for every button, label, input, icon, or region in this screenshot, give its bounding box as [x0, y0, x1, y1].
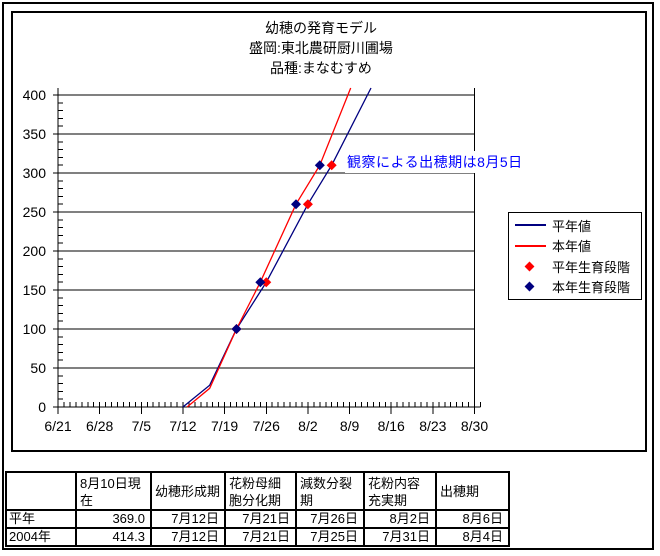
row-label-normal: 平年	[5, 509, 77, 529]
normal-meiosis: 7月26日	[295, 509, 365, 529]
stage-table: 8月10日現在 幼穂形成期 花粉母細胞分化期 減数分裂期 花粉内容充実期 出穂期…	[5, 471, 510, 547]
normal-year-stage-marker	[326, 160, 337, 171]
x-axis-label: 8/9	[340, 418, 360, 434]
legend-item-label: 本年値	[552, 239, 592, 255]
legend-item-normal-stage: 平年生育段階	[509, 256, 641, 276]
normal-pollen-mother-cell: 7月21日	[224, 509, 297, 529]
x-axis-label: 6/21	[44, 418, 71, 434]
normal-heading: 8月6日	[435, 509, 510, 529]
legend: 平年値 本年値 平年生育段階 本年生育段階	[508, 212, 642, 300]
y2004-meiosis: 7月25日	[295, 527, 365, 547]
y-axis-label: 50	[30, 360, 46, 376]
header-meiosis: 減数分裂期	[295, 471, 365, 511]
line-sample-icon	[515, 244, 546, 247]
table-row-2004: 2004年 414.3 7月12日 7月21日 7月25日 7月31日 8月4日	[5, 527, 510, 547]
current-year-stage-marker	[314, 160, 325, 171]
chart-title: 幼穂の発育モデル 盛岡:東北農研厨川圃場 品種:まなむすめ	[11, 18, 631, 78]
y2004-current-value: 414.3	[75, 527, 152, 547]
normal-panicle-formation: 7月12日	[150, 509, 226, 529]
legend-sample-wrap	[509, 244, 552, 247]
legend-item-normal-line: 平年値	[509, 215, 641, 235]
legend-item-label: 平年値	[552, 218, 592, 234]
heading-date-annotation: 観察による出穂期は8月5日	[345, 151, 525, 173]
current-year-stage-marker	[231, 324, 242, 334]
x-axis-label: 7/5	[132, 418, 152, 434]
x-axis-label: 7/19	[211, 418, 238, 434]
x-axis-label: 7/12	[169, 418, 196, 434]
legend-item-label: 平年生育段階	[552, 259, 631, 275]
legend-item-label: 本年生育段階	[552, 280, 631, 296]
x-axis-label: 8/16	[378, 418, 405, 434]
normal-year-stage-marker	[261, 277, 272, 288]
y-axis-label: 250	[23, 204, 47, 220]
normal-pollen-filling: 8月2日	[363, 509, 437, 529]
table-row-normal-year: 平年 369.0 7月12日 7月21日 7月26日 8月2日 8月6日	[5, 509, 510, 529]
line-sample-icon	[515, 224, 546, 227]
diamond-marker-icon	[524, 281, 535, 292]
legend-sample-wrap	[509, 281, 552, 292]
y-axis-label: 350	[23, 126, 47, 142]
y-axis-label: 400	[23, 87, 47, 103]
header-panicle-formation: 幼穂形成期	[150, 471, 226, 511]
header-heading: 出穂期	[435, 471, 510, 511]
y-axis-label: 150	[23, 282, 47, 298]
diamond-marker-icon	[524, 261, 535, 272]
chart-title-line3: 品種:まなむすめ	[270, 60, 372, 76]
y2004-pollen-mother-cell: 7月21日	[224, 527, 297, 547]
current-year-stage-marker	[255, 277, 266, 288]
header-pollen-mother-cell: 花粉母細胞分化期	[224, 471, 297, 511]
y-axis-label: 200	[23, 243, 47, 259]
y2004-pollen-filling: 7月31日	[363, 527, 437, 547]
chart-title-line1: 幼穂の発育モデル	[265, 20, 377, 36]
current-year-stage-marker	[291, 199, 301, 210]
legend-sample-wrap	[509, 261, 552, 272]
x-axis-label: 6/28	[86, 418, 113, 434]
header-current-value: 8月10日現在	[75, 471, 152, 511]
x-axis-label: 8/2	[298, 418, 318, 434]
header-pollen-filling: 花粉内容充実期	[363, 471, 437, 511]
y2004-heading: 8月4日	[435, 527, 510, 547]
legend-item-current-line: 本年値	[509, 236, 641, 256]
table-header-row: 8月10日現在 幼穂形成期 花粉母細胞分化期 減数分裂期 花粉内容充実期 出穂期	[5, 471, 510, 511]
series-normal-year-line	[182, 87, 372, 408]
x-axis-label: 8/23	[419, 418, 446, 434]
x-axis-label: 8/30	[461, 418, 488, 434]
normal-year-stage-marker	[302, 199, 313, 210]
row-label-2004: 2004年	[5, 527, 77, 547]
normal-current-value: 369.0	[75, 509, 152, 529]
series-current-year-line	[186, 87, 352, 408]
header-empty	[5, 471, 77, 511]
y-axis-label: 300	[23, 165, 47, 181]
legend-item-current-stage: 本年生育段階	[509, 277, 641, 297]
x-axis-label: 7/26	[253, 418, 280, 434]
y-axis-label: 100	[23, 321, 47, 337]
page-border	[2, 2, 654, 550]
y-axis-label: 0	[38, 399, 46, 415]
y2004-panicle-formation: 7月12日	[150, 527, 226, 547]
chart-title-line2: 盛岡:東北農研厨川圃場	[249, 40, 393, 56]
legend-sample-wrap	[509, 224, 552, 227]
